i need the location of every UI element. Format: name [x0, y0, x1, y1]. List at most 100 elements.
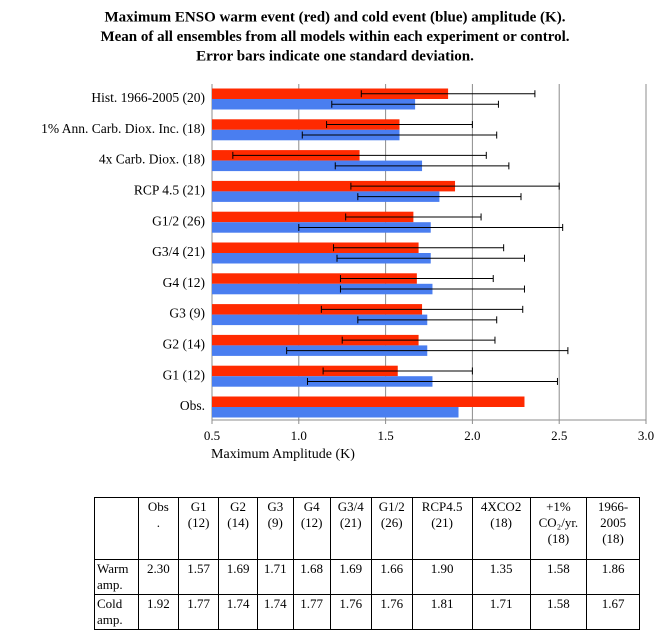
- table-cell: G2 (14): [218, 497, 258, 560]
- table-cell: G3 (9): [256, 497, 294, 560]
- x-tick-label: 3.0: [638, 428, 654, 443]
- y-tick-label: G3 (9): [169, 306, 205, 321]
- table-cell: Cold amp.: [94, 594, 139, 630]
- x-tick-label: 1.0: [291, 428, 307, 443]
- bar: [212, 314, 428, 326]
- bar: [212, 283, 433, 295]
- bar: [212, 242, 419, 253]
- bar: [212, 211, 414, 223]
- table-cell: 1.68: [292, 559, 331, 595]
- table-cell: 1.69: [329, 559, 372, 595]
- error-bar: [357, 316, 498, 324]
- error-bar: [301, 131, 498, 139]
- chart: Maximum ENSO warm event (red) and cold e…: [41, 9, 654, 462]
- x-tick-label: 0.5: [204, 428, 220, 443]
- chart-title: Error bars indicate one standard deviati…: [196, 48, 474, 64]
- table-cell: Warm amp.: [94, 559, 139, 595]
- y-tick-label: G1/2 (26): [152, 213, 205, 228]
- bar: [212, 304, 423, 315]
- error-bar: [334, 162, 510, 170]
- table-cell: 1.69: [218, 559, 258, 595]
- bar: [212, 99, 416, 110]
- error-bar: [357, 193, 522, 201]
- y-tick-label: 1% Ann. Carb. Diox. Inc. (18): [41, 121, 205, 136]
- table-cell: 1.76: [370, 594, 413, 630]
- error-bar: [326, 121, 473, 129]
- table-cell: 1.58: [529, 594, 588, 630]
- x-axis-label: Maximum Amplitude (K): [211, 447, 355, 462]
- y-tick-label: Obs.: [180, 398, 205, 413]
- table-row: Cold amp. 1.92 1.77 1.74 1.74 1.77 1.76 1.76 1.8…: [94, 594, 640, 630]
- table-cell: 1.74: [256, 594, 294, 630]
- table-cell: 1.81: [411, 594, 473, 630]
- y-tick-label: 4x Carb. Diox. (18): [99, 152, 205, 167]
- error-bar: [333, 244, 505, 252]
- table-cell: RCP4.5 (21): [411, 497, 473, 560]
- table-cell: G4 (12): [292, 497, 331, 560]
- x-tick-label: 2.0: [464, 428, 480, 443]
- bar: [212, 365, 398, 377]
- y-tick-label: G3/4 (21): [152, 244, 205, 259]
- error-bar: [286, 347, 569, 355]
- table-cell: G3/4 (21): [329, 497, 372, 560]
- table-cell: 2.30: [137, 559, 180, 595]
- table-cell: Obs .: [137, 497, 180, 560]
- table-cell: 1.76: [329, 594, 372, 630]
- table-cell: 1.71: [471, 594, 531, 630]
- table-cell: 1.92: [137, 594, 180, 630]
- error-bar: [345, 213, 482, 221]
- table-cell: G1/2 (26): [370, 497, 413, 560]
- table-cell: 1.57: [178, 559, 220, 595]
- table-cell: 1.77: [178, 594, 220, 630]
- bar: [212, 88, 449, 99]
- y-tick-label: G2 (14): [163, 336, 205, 351]
- error-bar: [320, 305, 524, 313]
- table-cell: 1.86: [586, 559, 640, 595]
- error-bar: [331, 100, 499, 108]
- error-bar: [339, 275, 494, 283]
- bar: [212, 334, 419, 346]
- table-cell: 1.90: [411, 559, 473, 595]
- table-cell: 4XCO2 (18): [471, 497, 531, 560]
- table-cell: 1.74: [218, 594, 258, 630]
- error-bar: [339, 285, 525, 293]
- bar: [212, 160, 423, 172]
- error-bar: [232, 151, 487, 159]
- y-tick-label: G4 (12): [163, 275, 205, 290]
- table-cell: +1% CO₂/yr. (18): [529, 497, 588, 560]
- table-cell: 1.66: [370, 559, 413, 595]
- error-bar: [298, 223, 564, 231]
- error-bar: [336, 254, 525, 262]
- y-tick-label: G1 (12): [163, 367, 205, 382]
- bar: [212, 191, 440, 202]
- chart-title: Mean of all ensembles from all models wi…: [100, 29, 569, 45]
- table-cell: 1.67: [586, 594, 640, 630]
- table-cell: G1 (12): [178, 497, 220, 560]
- error-bar: [306, 377, 558, 385]
- table-body: Obs . G1 (12) G2 (14) G3 (9) G4 (12) G3/4 (21…: [94, 497, 640, 630]
- bar: [212, 407, 459, 418]
- bar: [212, 180, 456, 192]
- table-cell: 1.35: [471, 559, 531, 595]
- bar: [212, 273, 417, 284]
- table-cell: 1966- 2005 (18): [586, 497, 640, 560]
- table-cell: 1.77: [292, 594, 331, 630]
- table-header-row: Obs . G1 (12) G2 (14) G3 (9) G4 (12) G3/4 (21…: [94, 497, 640, 560]
- x-tick-label: 1.5: [377, 428, 393, 443]
- chart-title: Maximum ENSO warm event (red) and cold e…: [105, 9, 566, 25]
- bar: [212, 119, 400, 130]
- table-cell: [94, 497, 139, 560]
- y-tick-label: Hist. 1966-2005 (20): [91, 90, 205, 105]
- y-tick-label: RCP 4.5 (21): [134, 182, 205, 197]
- x-tick-label: 2.5: [551, 428, 567, 443]
- data-table: Obs . G1 (12) G2 (14) G3 (9) G4 (12) G3/4 (21…: [94, 497, 640, 630]
- table-cell: 1.58: [529, 559, 588, 595]
- error-bar: [322, 367, 473, 375]
- error-bar: [341, 336, 496, 344]
- error-bar: [360, 90, 536, 98]
- error-bar: [350, 182, 560, 190]
- table-row: Warm amp. 2.30 1.57 1.69 1.71 1.68 1.69 1.66 1.9…: [94, 559, 640, 595]
- bar: [212, 253, 431, 264]
- bar: [212, 396, 525, 407]
